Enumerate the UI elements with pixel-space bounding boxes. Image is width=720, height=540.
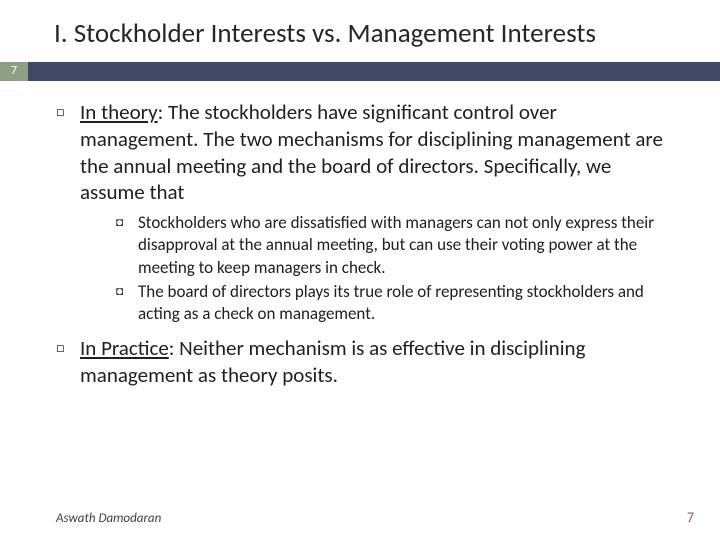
footer-author: Aswath Damodaran (56, 511, 161, 526)
square-bullet-icon: □ (56, 99, 80, 207)
square-bullet-icon: □ (56, 335, 80, 389)
bullet-item-2-lead: In Practice (80, 335, 169, 361)
filled-square-bullet-icon: ◘ (116, 212, 138, 278)
slide-body: □ In theory: The stockholders have signi… (40, 99, 680, 389)
sub-item-1: ◘ Stockholders who are dissatisfied with… (116, 212, 680, 278)
sub-item-2: ◘ The board of directors plays its true … (116, 281, 680, 325)
slide: I. Stockholder Interests vs. Management … (0, 0, 720, 540)
footer-page-number: 7 (687, 509, 694, 526)
bullet-item-1-text: In theory: The stockholders have signifi… (80, 99, 680, 207)
slide-title: I. Stockholder Interests vs. Management … (54, 18, 680, 50)
accent-row: 7 (0, 62, 720, 81)
bullet-item-1-rest: : The stockholders have significant cont… (80, 99, 663, 206)
filled-square-bullet-icon: ◘ (116, 281, 138, 325)
bullet-item-2: □ In Practice: Neither mechanism is as e… (56, 335, 680, 389)
bullet-item-1: □ In theory: The stockholders have signi… (56, 99, 680, 207)
bullet-item-2-text: In Practice: Neither mechanism is as eff… (80, 335, 680, 389)
sub-item-1-text: Stockholders who are dissatisfied with m… (138, 212, 680, 278)
accent-bar (0, 62, 720, 81)
sublist-1: ◘ Stockholders who are dissatisfied with… (116, 212, 680, 324)
page-chip: 7 (0, 62, 28, 81)
sub-item-2-text: The board of directors plays its true ro… (138, 281, 680, 325)
bullet-item-1-lead: In theory (80, 99, 158, 125)
